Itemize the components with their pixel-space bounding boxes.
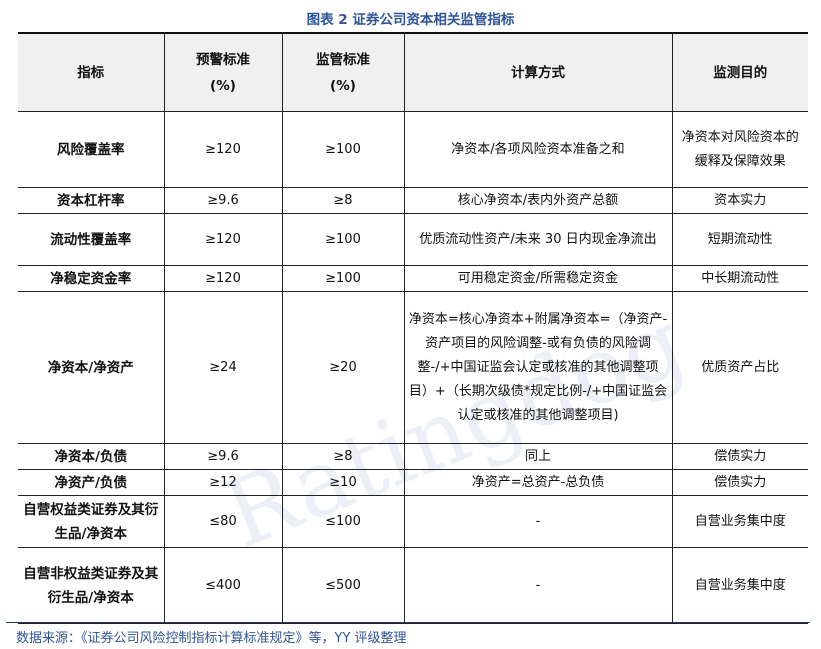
method-cell: 优质流动性资产/未来 30 日内现金净流出 (403, 213, 672, 266)
header-indicator: 指标 (18, 33, 164, 112)
table-row: 净资本/净资产 ≥24 ≥20 净资本=核心净资本+附属净资本=（净资产-资产项目的风… (18, 291, 808, 444)
source-note: 数据来源：《证券公司风险控制指标计算标准规定》等，YY 评级整理 (16, 631, 407, 646)
method-cell: 可用稳定资金/所需稳定资金 (403, 265, 672, 292)
indicator-cell: 净资产/负债 (18, 469, 164, 496)
regulatory-indicators-table: 指标 预警标准(%) 监管标准(%) 计算方式 监测目的 风险覆盖率 ≥120 ≥1… (18, 32, 808, 624)
header-row: 指标 预警标准(%) 监管标准(%) 计算方式 监测目的 (18, 33, 808, 112)
table-row: 净资本/负债 ≥9.6 ≥8 同上 偿债实力 (18, 443, 808, 470)
regulatory-cell: ≥8 (281, 187, 404, 214)
header-warning-standard: 预警标准(%) (163, 33, 282, 112)
indicator-cell: 流动性覆盖率 (18, 213, 164, 266)
purpose-cell: 偿债实力 (671, 443, 808, 470)
table-row: 自营非权益类证券及其衍生品/净资本 ≤400 ≤500- 自营业务集中度 (18, 547, 808, 624)
method-cell: 核心净资本/表内外资产总额 (403, 187, 672, 214)
warning-cell: ≥120 (163, 265, 282, 292)
method-cell: 净资本=核心净资本+附属净资本=（净资产-资产项目的风险调整-或有负债的风险调整… (403, 291, 672, 444)
header-monitoring-purpose: 监测目的 (671, 33, 808, 112)
purpose-cell: 偿债实力 (671, 469, 808, 496)
table-row: 流动性覆盖率 ≥120 ≥100 优质流动性资产/未来 30 日内现金净流出 短期流动性 (18, 213, 808, 266)
method-cell: - (403, 495, 672, 548)
method-cell: 净资产=总资产-总负债 (403, 469, 672, 496)
method-cell: 同上 (403, 443, 672, 470)
table-row: 自营权益类证券及其衍生品/净资本 ≤80 ≤100- 自营业务集中度 (18, 495, 808, 548)
indicator-cell: 自营权益类证券及其衍生品/净资本 (18, 495, 164, 548)
warning-cell: ≥9.6 (163, 187, 282, 214)
footer-divider (6, 622, 810, 623)
purpose-cell: 优质资产占比 (671, 291, 808, 444)
purpose-cell: 自营业务集中度 (671, 547, 808, 624)
indicator-cell: 净稳定资金率 (18, 265, 164, 292)
warning-cell: ≤80 (163, 495, 282, 548)
header-calculation-method: 计算方式 (403, 33, 672, 112)
regulatory-cell: ≥100 (281, 213, 404, 266)
purpose-cell: 资本实力 (671, 187, 808, 214)
purpose-cell: 自营业务集中度 (671, 495, 808, 548)
regulatory-cell: ≥100 (281, 111, 404, 188)
regulatory-cell: ≤500 (281, 547, 404, 624)
method-cell: 净资本/各项风险资本准备之和 (403, 111, 672, 188)
purpose-cell: 短期流动性 (671, 213, 808, 266)
indicator-cell: 自营非权益类证券及其衍生品/净资本 (18, 547, 164, 624)
indicator-cell: 风险覆盖率 (18, 111, 164, 188)
warning-cell: ≤400 (163, 547, 282, 624)
purpose-cell: 净资本对风险资本的缓释及保障效果 (671, 111, 808, 188)
indicator-cell: 净资本/净资产 (18, 291, 164, 444)
header-regulatory-standard: 监管标准(%) (281, 33, 404, 112)
warning-cell: ≥120 (163, 111, 282, 188)
regulatory-cell: ≥20 (281, 291, 404, 444)
regulatory-cell: ≥10 (281, 469, 404, 496)
warning-cell: ≥9.6 (163, 443, 282, 470)
warning-cell: ≥24 (163, 291, 282, 444)
table-row: 净资产/负债 ≥12 ≥10 净资产=总资产-总负债 偿债实力 (18, 469, 808, 496)
indicator-cell: 净资本/负债 (18, 443, 164, 470)
table-row: 风险覆盖率 ≥120 ≥100 净资本/各项风险资本准备之和 净资本对风险资本的缓释及保… (18, 111, 808, 188)
indicator-cell: 资本杠杆率 (18, 187, 164, 214)
regulatory-cell: ≥8 (281, 443, 404, 470)
table-row: 资本杠杆率 ≥9.6 ≥8 核心净资本/表内外资产总额 资本实力 (18, 187, 808, 214)
method-cell: - (403, 547, 672, 624)
table-title: 图表 2 证券公司资本相关监管指标 (306, 12, 515, 28)
purpose-cell: 中长期流动性 (671, 265, 808, 292)
regulatory-cell: ≥100 (281, 265, 404, 292)
warning-cell: ≥120 (163, 213, 282, 266)
warning-cell: ≥12 (163, 469, 282, 496)
table-row: 净稳定资金率 ≥120 ≥100 可用稳定资金/所需稳定资金 中长期流动性 (18, 265, 808, 292)
regulatory-cell: ≤100 (281, 495, 404, 548)
